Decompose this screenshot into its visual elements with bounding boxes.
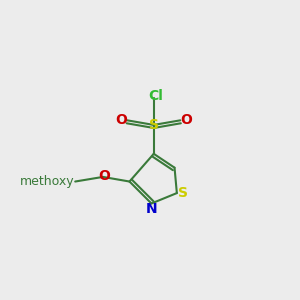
Text: Cl: Cl <box>148 89 164 103</box>
Text: N: N <box>146 202 157 216</box>
Text: O: O <box>116 113 127 127</box>
Text: O: O <box>98 169 110 183</box>
Text: S: S <box>149 118 159 132</box>
Text: S: S <box>178 186 188 200</box>
Text: O: O <box>180 113 192 127</box>
Text: methoxy: methoxy <box>20 175 74 188</box>
